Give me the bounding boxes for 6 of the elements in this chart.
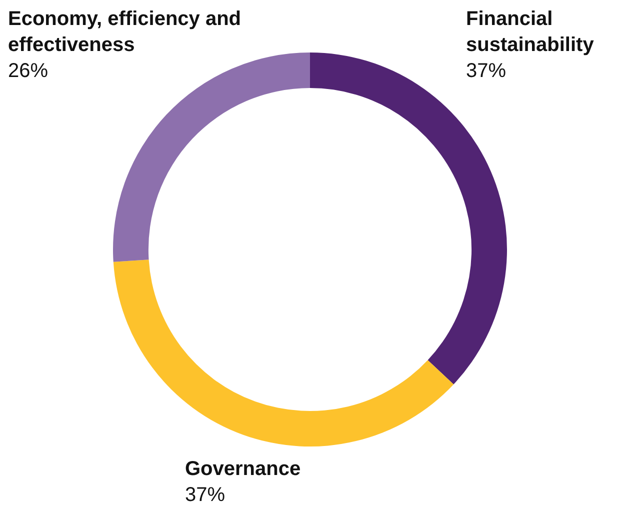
slice-label: Governance xyxy=(185,457,302,482)
slice-label: Financial sustainability xyxy=(466,7,595,58)
slice-label: Economy, efficiency and effectiveness xyxy=(8,7,242,58)
data-label: 26% xyxy=(8,59,50,84)
data-label: 37% xyxy=(185,483,226,508)
data-label: 37% xyxy=(466,59,508,84)
